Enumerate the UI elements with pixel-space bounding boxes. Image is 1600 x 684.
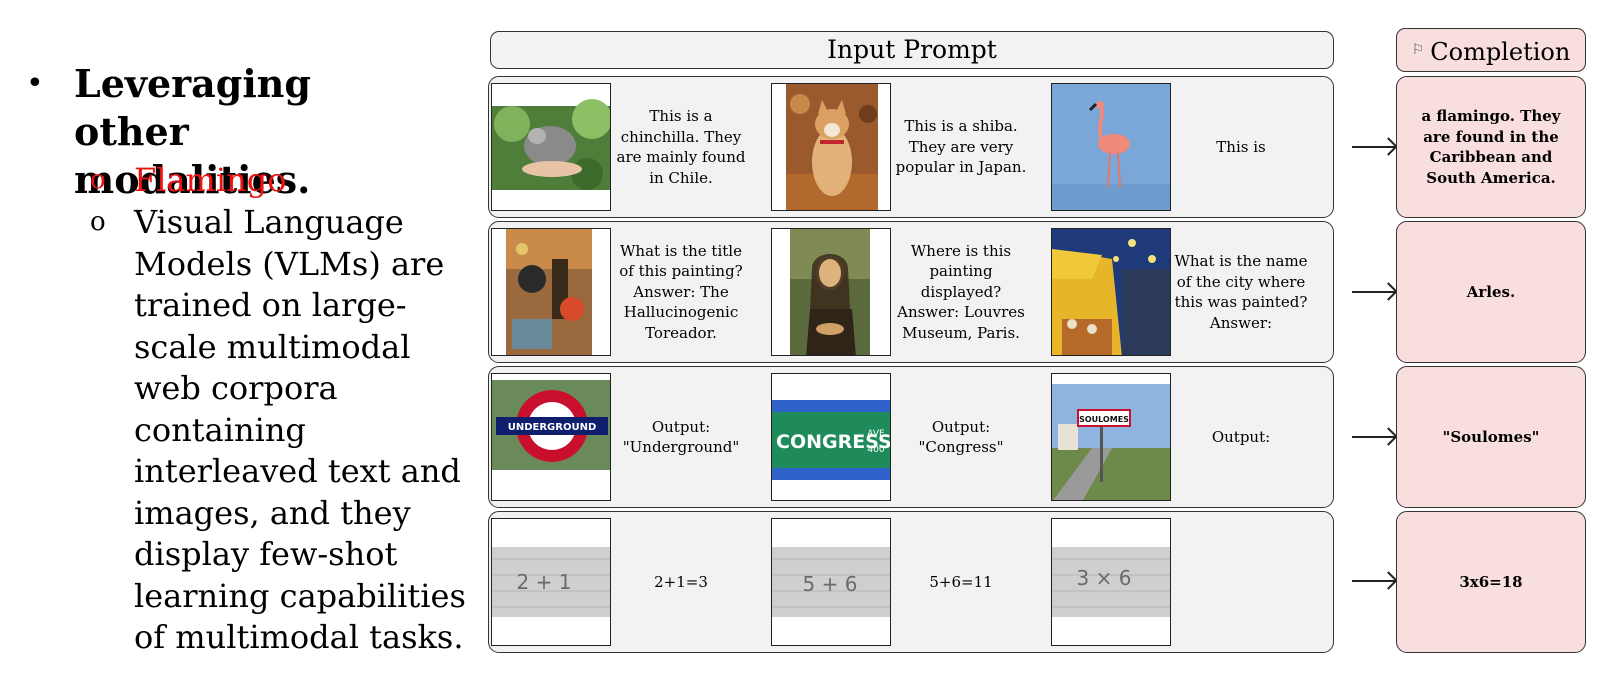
slide-heading: Leveraging other modalities.	[74, 61, 311, 202]
congress-sign-text: CONGRESS	[776, 431, 891, 453]
completion-box: a flamingo. They are found in the Caribb…	[1396, 76, 1586, 218]
vlm-line: scale multimodal	[134, 327, 411, 366]
hallucinogenic-toreador-painting	[491, 228, 611, 356]
vlm-line: Models (VLMs) are	[134, 244, 445, 283]
completion-box: Arles.	[1396, 221, 1586, 363]
prompt-caption: Output:	[1211, 427, 1271, 446]
vlm-line: trained on large-	[134, 286, 407, 324]
completion-header: ⚐ Completion	[1396, 28, 1586, 72]
underground-sign-text: UNDERGROUND	[508, 422, 597, 433]
prompt-caption: Output: "Underground"	[622, 417, 740, 457]
vlm-line: Visual Language	[134, 203, 404, 241]
arrow-right-icon	[1352, 580, 1396, 582]
vlm-description: Visual Language Models (VLMs) are traine…	[134, 202, 474, 659]
shiba-photo	[771, 83, 891, 211]
bullet-dot: •	[26, 66, 44, 101]
vlm-line: of multimodal tasks.	[134, 618, 464, 656]
chinchilla-photo	[491, 83, 611, 211]
handwritten-3x6: 3 × 6	[1051, 518, 1171, 646]
vlm-line: learning capabilities	[134, 576, 466, 615]
input-prompt-header: Input Prompt	[490, 31, 1334, 69]
vlm-line: interleaved text and	[134, 452, 461, 490]
vlm-line: web corpora	[134, 369, 338, 407]
congress-sign-number: 400	[867, 445, 884, 455]
flamingo-label: Flamingo	[134, 161, 287, 199]
mona-lisa-painting	[771, 228, 891, 356]
sub-bullet-marker: o	[90, 165, 106, 195]
completion-box: 3x6=18	[1396, 511, 1586, 653]
prompt-caption: 5+6=11	[929, 572, 993, 591]
chat-bubble-icon: ⚐	[1411, 42, 1425, 58]
prompt-row-4: 2 + 1 2+1=3 5 + 6 5+6=11 3 × 6	[488, 511, 1334, 653]
completion-header-label: Completion	[1430, 38, 1571, 66]
congress-sign-photo: CONGRESS AVE 400	[771, 373, 891, 501]
handwritten-text: 2 + 1	[517, 570, 572, 594]
soulomes-sign-photo: SOULOMES	[1051, 373, 1171, 501]
vlm-line: images, and they	[134, 493, 411, 532]
arrow-right-icon	[1352, 291, 1396, 293]
prompt-caption: This is a shiba. They are very popular i…	[895, 117, 1027, 177]
prompt-caption: This is a chinchilla. They are mainly fo…	[616, 107, 746, 187]
flamingo-photo	[1051, 83, 1171, 211]
handwritten-text: 3 × 6	[1077, 566, 1132, 590]
arrow-right-icon	[1352, 436, 1396, 438]
arrow-right-icon	[1352, 146, 1396, 148]
prompt-caption: Output: "Congress"	[918, 417, 1004, 457]
prompt-caption: What is the name of the city where this …	[1174, 252, 1308, 332]
prompt-caption: What is the title of this painting? Answ…	[619, 241, 743, 342]
prompt-caption: This is	[1216, 137, 1266, 156]
prompt-row-1: This is a chinchilla. They are mainly fo…	[488, 76, 1334, 218]
prompt-caption	[1171, 518, 1311, 646]
prompt-row-3: UNDERGROUND Output: "Underground" CONGRE…	[488, 366, 1334, 508]
soulomes-sign-text: SOULOMES	[1079, 415, 1129, 424]
handwritten-2+1: 2 + 1	[491, 518, 611, 646]
vlm-line: containing	[134, 410, 306, 449]
cafe-terrace-painting	[1051, 228, 1171, 356]
sub-bullet-marker: o	[90, 207, 106, 237]
prompt-row-2: What is the title of this painting? Answ…	[488, 221, 1334, 363]
completion-box: "Soulomes"	[1396, 366, 1586, 508]
prompt-caption: Where is this painting displayed? Answer…	[897, 241, 1025, 342]
prompt-caption: 2+1=3	[654, 572, 708, 591]
underground-sign-photo: UNDERGROUND	[491, 373, 611, 501]
handwritten-5+6: 5 + 6	[771, 518, 891, 646]
vlm-line: display few-shot	[134, 535, 398, 573]
handwritten-text: 5 + 6	[803, 572, 858, 596]
congress-sign-ave: AVE	[867, 429, 885, 439]
